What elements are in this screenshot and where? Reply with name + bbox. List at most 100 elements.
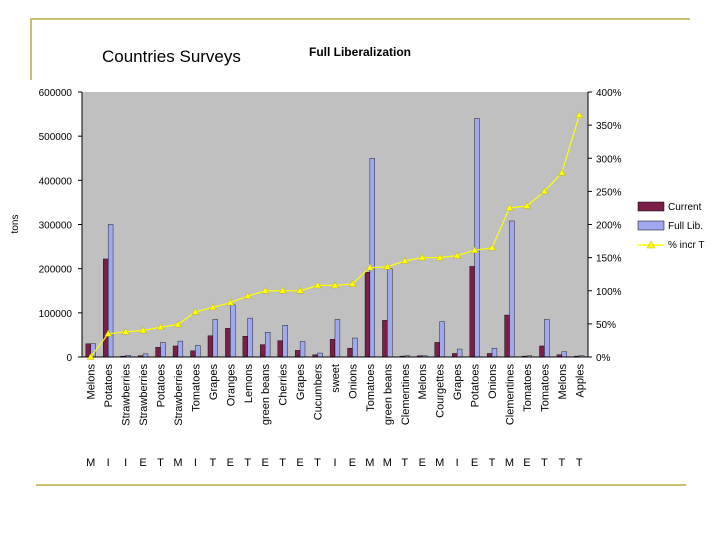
category-label: green beans	[382, 364, 394, 426]
pct-marker	[226, 298, 235, 306]
pct-marker	[400, 257, 409, 264]
category-label: Melons	[557, 364, 569, 400]
country-label: T	[401, 457, 408, 469]
pct-marker	[470, 246, 479, 254]
bar-current	[504, 314, 510, 358]
category-label: Clementines	[505, 364, 517, 426]
y-tick-label: 300000	[39, 221, 73, 232]
bar-current	[329, 339, 336, 358]
category-label: Grapes	[452, 364, 464, 401]
bar-current	[295, 350, 301, 358]
pct-marker	[121, 327, 130, 335]
country-label: M	[173, 457, 182, 469]
category-label: Tomatoes	[539, 364, 551, 412]
category-label: Apples	[574, 364, 586, 398]
category-label: Strawberries	[173, 364, 185, 426]
pct-marker	[575, 111, 584, 118]
bar-current	[172, 345, 179, 358]
pct-marker	[488, 243, 496, 251]
country-label: E	[296, 457, 303, 469]
country-label: E	[139, 457, 146, 469]
legend-current-swatch	[637, 201, 665, 212]
y2-tick-label: 100%	[596, 287, 622, 298]
pct-marker	[505, 204, 514, 211]
y2-tick-label: 0%	[596, 353, 611, 364]
pct-marker	[86, 353, 95, 360]
pct-marker	[261, 286, 270, 294]
country-label: I	[456, 457, 459, 469]
country-label: T	[541, 457, 548, 469]
pct-marker	[435, 253, 444, 261]
bar-fulllib	[247, 317, 253, 358]
pct-marker	[418, 253, 427, 261]
category-label: Potatoes	[470, 364, 482, 408]
category-label: Strawberries	[138, 364, 150, 426]
bar-fulllib	[195, 345, 201, 358]
country-label: T	[489, 457, 496, 469]
legend-pct-label: % incr T	[668, 240, 705, 251]
y-tick-label: 500000	[39, 132, 73, 143]
category-label: Tomatoes	[365, 364, 377, 412]
country-label: I	[124, 457, 127, 469]
category-label: Potatoes	[156, 364, 168, 408]
category-label: Melons	[86, 364, 98, 400]
bar-fulllib	[160, 342, 166, 358]
bar-fulllib	[107, 224, 114, 358]
category-label: Courgettes	[435, 364, 447, 418]
y2-tick-label: 50%	[596, 320, 616, 331]
bar-current	[155, 347, 161, 358]
pct-marker	[174, 320, 182, 328]
category-label: Lemons	[243, 364, 255, 404]
country-label: T	[209, 457, 216, 469]
bar-fulllib	[317, 352, 323, 358]
y2-tick-label: 250%	[596, 187, 622, 198]
pct-marker	[453, 251, 461, 259]
bar-fulllib	[387, 268, 393, 358]
bar-current	[486, 353, 493, 358]
y2-tick-label: 350%	[596, 121, 622, 132]
bar-current	[347, 347, 353, 358]
bar-fulllib	[474, 118, 480, 358]
country-label: M	[86, 457, 95, 469]
country-label: T	[279, 457, 286, 469]
pct-marker	[557, 168, 566, 176]
pct-marker	[540, 187, 549, 195]
bar-current	[260, 344, 266, 358]
y-tick-label: 600000	[39, 88, 73, 99]
legend-pct-marker	[646, 240, 656, 249]
country-label: E	[349, 457, 356, 469]
country-label: M	[383, 457, 392, 469]
legend-fulllib-label: Full Lib.	[668, 221, 703, 232]
y2-tick-label: 300%	[596, 154, 622, 165]
category-label: Tomatoes	[190, 364, 202, 412]
country-label: I	[107, 457, 110, 469]
category-label: Onions	[487, 364, 499, 399]
category-label: Grapes	[208, 364, 220, 401]
pct-marker	[296, 286, 304, 294]
category-label: Melons	[417, 364, 429, 400]
pct-marker	[156, 323, 165, 330]
pct-marker	[139, 326, 147, 334]
bar-fulllib	[544, 319, 550, 358]
pct-marker	[523, 202, 531, 209]
bar-fulllib	[265, 332, 271, 358]
country-label: T	[576, 457, 583, 469]
bar-fulllib	[299, 341, 306, 358]
pct-marker	[383, 263, 392, 270]
bar-current	[103, 258, 109, 358]
country-label: E	[419, 457, 426, 469]
country-label: E	[471, 457, 478, 469]
plot-area	[82, 92, 588, 357]
y-tick-label: 400000	[39, 176, 73, 187]
y-tick-label: 200000	[39, 265, 73, 276]
category-label: Potatoes	[103, 364, 115, 408]
bar-current	[434, 342, 440, 358]
legend-fulllib-swatch	[637, 220, 665, 231]
bar-fulllib	[352, 337, 358, 358]
country-label: I	[194, 457, 197, 469]
category-label: Tomatoes	[522, 364, 534, 412]
bar-fulllib	[491, 347, 498, 358]
category-label: Oranges	[225, 364, 237, 407]
pct-marker	[191, 308, 200, 315]
